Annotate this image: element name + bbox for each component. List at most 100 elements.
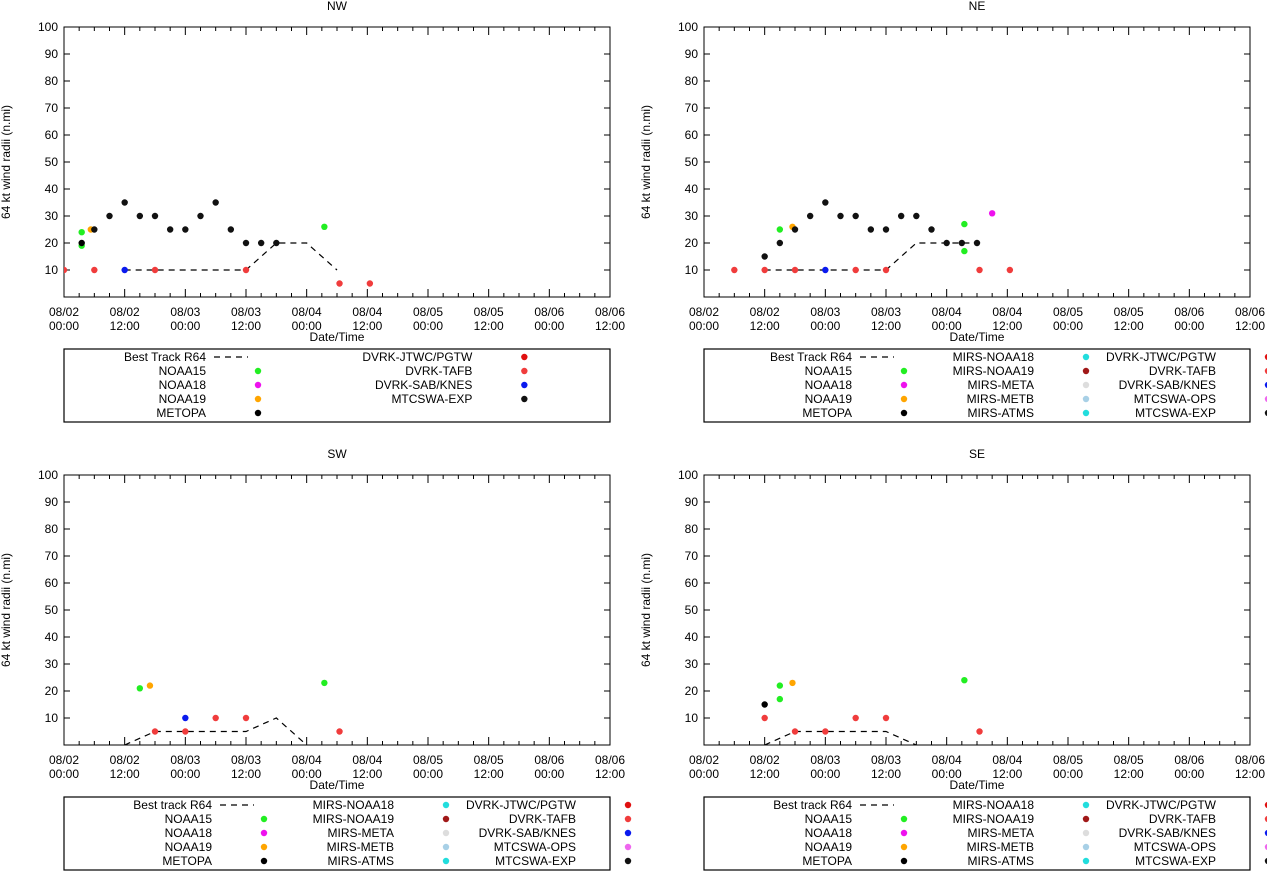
best-track-line bbox=[764, 730, 917, 745]
legend-label: MIRS-METB bbox=[327, 840, 394, 854]
point-dvrk-tafb bbox=[882, 266, 890, 274]
x-tick-time: 00:00 bbox=[170, 319, 200, 333]
x-tick-date: 08/04 bbox=[932, 305, 962, 319]
legend-label: DVRK-TAFB bbox=[509, 812, 576, 826]
legend-label: MIRS-NOAA18 bbox=[313, 798, 395, 812]
x-tick-date: 08/03 bbox=[231, 305, 261, 319]
y-tick-label: 30 bbox=[685, 657, 699, 671]
x-tick-time: 00:00 bbox=[1053, 319, 1083, 333]
x-tick-time: 00:00 bbox=[49, 767, 79, 781]
x-tick-time: 00:00 bbox=[292, 319, 322, 333]
legend-label: MIRS-META bbox=[968, 378, 1034, 392]
legend-dot-swatch bbox=[1082, 829, 1090, 837]
legend-label: DVRK-TAFB bbox=[405, 364, 472, 378]
point-mtcswa-exp bbox=[242, 239, 250, 247]
legend-label: METOPA bbox=[162, 854, 212, 868]
y-tick-label: 80 bbox=[685, 74, 699, 88]
legend-label: Best Track R64 bbox=[124, 350, 206, 364]
legend-dot-swatch bbox=[260, 843, 268, 851]
x-tick-time: 12:00 bbox=[474, 319, 504, 333]
legend-dot-swatch bbox=[1082, 381, 1090, 389]
x-tick-time: 12:00 bbox=[352, 319, 382, 333]
point-mtcswa-exp bbox=[182, 226, 189, 233]
x-tick-time: 12:00 bbox=[595, 767, 625, 781]
y-tick-label: 50 bbox=[685, 155, 699, 169]
x-tick-date: 08/02 bbox=[689, 305, 719, 319]
legend-label: MTCSWA-EXP bbox=[391, 392, 472, 406]
point-noaa15 bbox=[961, 677, 968, 684]
legend-dot-swatch bbox=[1264, 395, 1267, 403]
point-mtcswa-exp bbox=[806, 212, 814, 220]
point-dvrk-tafb bbox=[976, 728, 983, 735]
legend-dot-swatch bbox=[1082, 857, 1090, 865]
legend-label: Best track R64 bbox=[773, 798, 852, 812]
legend-dot-swatch bbox=[1264, 367, 1267, 375]
point-mtcswa-exp bbox=[867, 226, 875, 233]
point-dvrk-tafb bbox=[30, 267, 36, 273]
x-axis-label: Date/Time bbox=[950, 330, 1005, 344]
point-mtcswa-exp bbox=[943, 239, 950, 247]
point-dvrk-tafb bbox=[242, 266, 250, 274]
legend-label: NOAA15 bbox=[805, 364, 853, 378]
y-tick-label: 50 bbox=[45, 155, 59, 169]
point-dvrk-tafb bbox=[336, 728, 343, 735]
point-dvrk-tafb bbox=[731, 266, 738, 274]
legend-dot-swatch bbox=[900, 381, 908, 389]
y-tick-label: 40 bbox=[45, 630, 59, 644]
x-tick-time: 12:00 bbox=[871, 319, 901, 333]
point-dvrk-tafb bbox=[151, 728, 159, 735]
x-tick-date: 08/02 bbox=[49, 305, 79, 319]
legend-label: DVRK-SAB/KNES bbox=[1119, 378, 1216, 392]
legend-label: MTCSWA-OPS bbox=[494, 840, 576, 854]
point-mtcswa-exp bbox=[257, 239, 265, 247]
legend-dot-swatch bbox=[624, 857, 632, 865]
x-tick-date: 08/04 bbox=[992, 305, 1022, 319]
x-tick-date: 08/04 bbox=[292, 305, 322, 319]
y-tick-label: 10 bbox=[45, 263, 59, 277]
legend-label: MIRS-ATMS bbox=[328, 854, 394, 868]
legend-frame bbox=[703, 348, 1251, 423]
point-dvrk-tafb bbox=[151, 266, 159, 274]
x-tick-date: 08/04 bbox=[292, 753, 322, 767]
legend-dot-swatch bbox=[1264, 409, 1267, 417]
x-tick-date: 08/05 bbox=[1053, 305, 1083, 319]
legend-label: DVRK-JTWC/PGTW bbox=[1106, 798, 1217, 812]
x-tick-time: 00:00 bbox=[1174, 319, 1204, 333]
x-tick-date: 08/06 bbox=[595, 753, 625, 767]
y-axis-label: 64 kt wind radii (n.mi) bbox=[639, 553, 653, 667]
x-tick-date: 08/03 bbox=[231, 753, 261, 767]
legend-dot-swatch bbox=[442, 829, 450, 837]
x-tick-time: 12:00 bbox=[992, 767, 1022, 781]
x-tick-time: 12:00 bbox=[352, 767, 382, 781]
y-tick-label: 80 bbox=[685, 522, 699, 536]
x-tick-date: 08/04 bbox=[352, 753, 382, 767]
legend-label: Best Track R64 bbox=[770, 350, 852, 364]
y-tick-label: 100 bbox=[678, 20, 698, 34]
y-tick-label: 20 bbox=[45, 236, 59, 250]
x-tick-time: 12:00 bbox=[231, 767, 261, 781]
x-tick-time: 12:00 bbox=[750, 319, 780, 333]
legend-dot-swatch bbox=[521, 367, 528, 375]
y-tick-label: 100 bbox=[678, 468, 698, 482]
x-tick-time: 00:00 bbox=[689, 767, 719, 781]
legend-label: NOAA19 bbox=[165, 840, 213, 854]
legend-label: MIRS-ATMS bbox=[968, 406, 1034, 420]
x-axis-label: Date/Time bbox=[950, 778, 1005, 792]
x-tick-date: 08/03 bbox=[871, 753, 901, 767]
point-dvrk-tafb bbox=[976, 266, 983, 274]
legend-dot-swatch bbox=[1264, 815, 1267, 823]
y-axis-label: 64 kt wind radii (n.mi) bbox=[0, 553, 13, 667]
legend-dot-swatch bbox=[442, 843, 450, 851]
legend-label: NOAA15 bbox=[159, 364, 207, 378]
point-mtcswa-exp bbox=[958, 239, 966, 247]
legend-frame bbox=[703, 796, 1251, 871]
legend-dot-swatch bbox=[1264, 857, 1267, 865]
chart-panel-ne: NE10203040506070809010008/0200:0008/0212… bbox=[639, 0, 1267, 423]
point-noaa15 bbox=[961, 220, 968, 228]
y-tick-label: 30 bbox=[45, 209, 59, 223]
legend-dot-swatch bbox=[442, 857, 450, 865]
x-tick-date: 08/04 bbox=[352, 305, 382, 319]
y-tick-label: 90 bbox=[45, 495, 59, 509]
x-tick-time: 00:00 bbox=[932, 767, 962, 781]
legend-dot-swatch bbox=[1082, 815, 1090, 823]
